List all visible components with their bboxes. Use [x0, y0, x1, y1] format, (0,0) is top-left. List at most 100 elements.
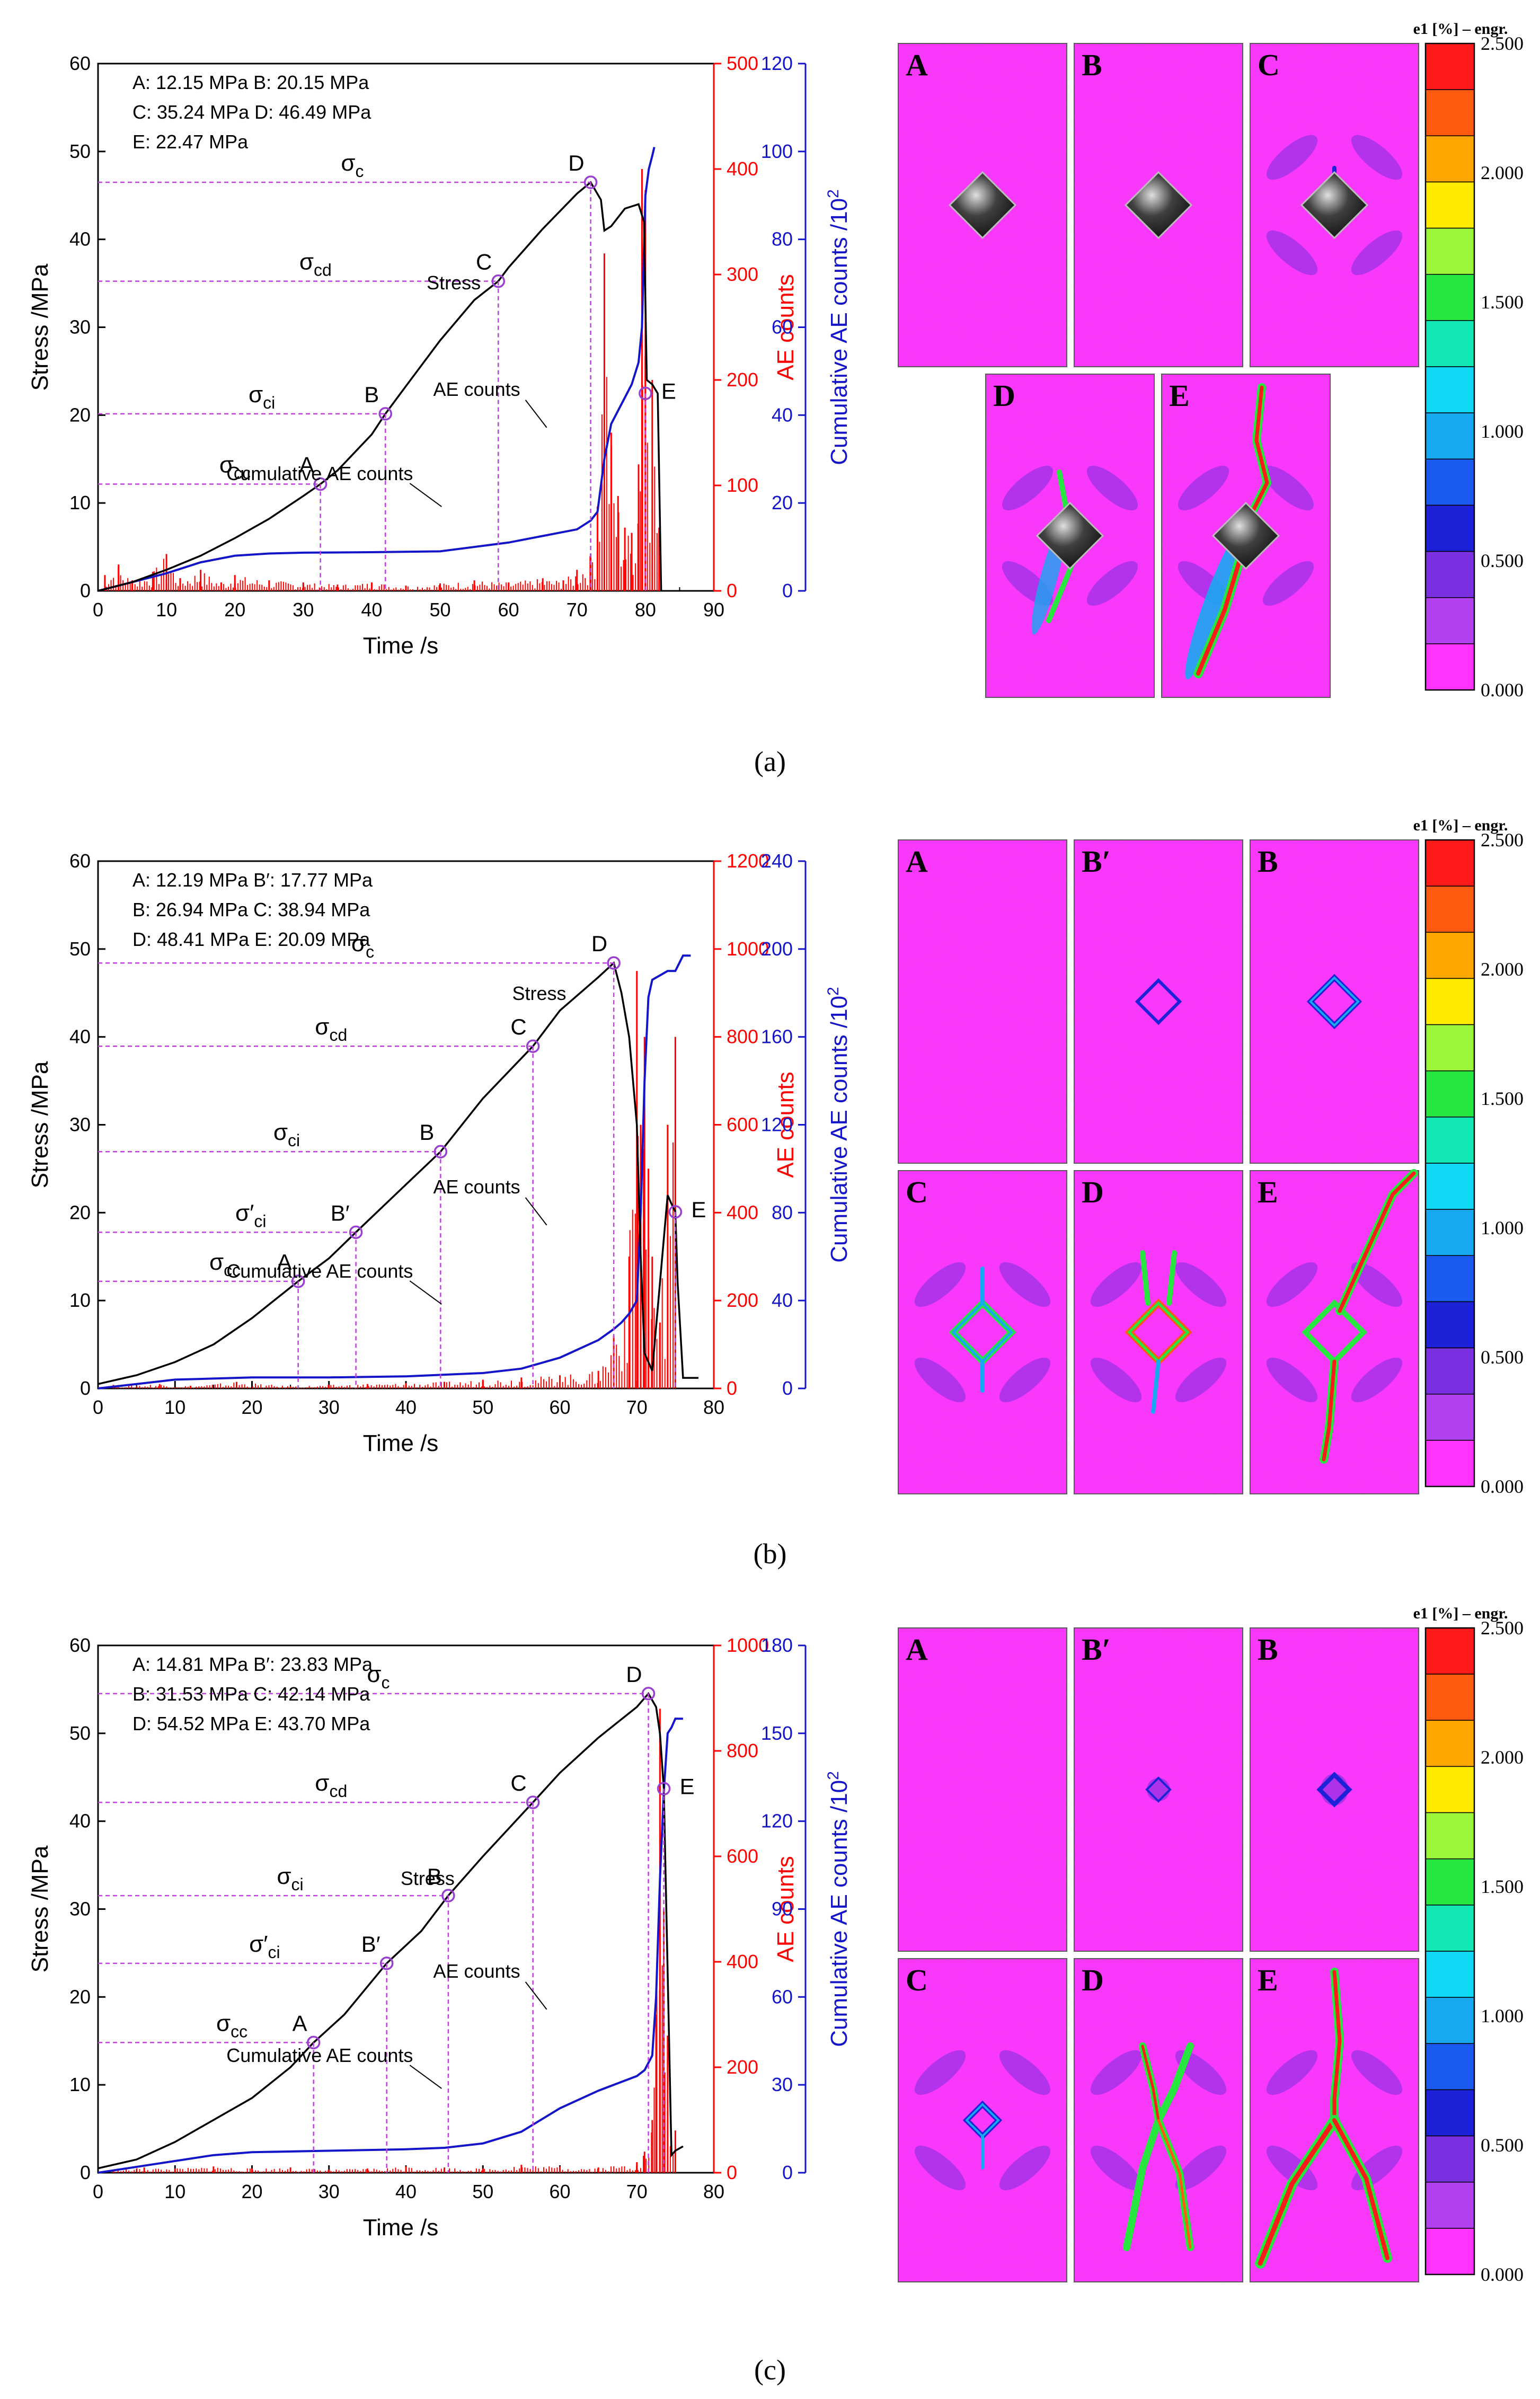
cum-tick-label: 150	[761, 1722, 793, 1744]
ae-axis-label: AE counts	[773, 1856, 799, 1962]
cum-tick-label: 120	[761, 52, 793, 74]
cum-tick-label: 100	[761, 140, 793, 162]
cum-tick-label: 0	[782, 580, 793, 601]
value-legend-line: D: 54.52 MPa E: 43.70 MPa	[132, 1713, 370, 1734]
strain-blob	[1090, 2050, 1142, 2095]
colorbar-swatch	[1425, 2181, 1475, 2229]
colorbar-title: e1 [%] – engr.	[1413, 20, 1508, 38]
strain-image: C	[898, 1958, 1067, 2282]
colorbar-tick-label: 2.500	[1481, 33, 1524, 54]
colorbar-swatch	[1425, 320, 1475, 367]
value-legend-line: C: 35.24 MPa D: 46.49 MPa	[132, 101, 371, 123]
strain-image: B	[1250, 839, 1419, 1164]
hole-icon	[1124, 171, 1193, 240]
point-label: D	[568, 151, 584, 175]
strain-image-label: B	[1258, 844, 1278, 879]
x-tick-label: 70	[626, 1396, 648, 1418]
hole-icon	[1035, 501, 1104, 570]
value-legend-line: E: 22.47 MPa	[132, 131, 249, 153]
ae-tick-label: 300	[727, 263, 758, 285]
colorbar-swatch	[1425, 273, 1475, 321]
point-label: A	[293, 2011, 307, 2035]
strain-image: B′	[1074, 839, 1243, 1164]
ae-tick-label: 200	[727, 1289, 758, 1311]
y-axis-label: Stress /MPa	[27, 263, 53, 391]
y-tick-label: 20	[69, 1986, 91, 2007]
strain-image: A	[898, 1627, 1067, 1952]
cum-annotation-leader	[409, 2065, 442, 2089]
strain-diamond	[1309, 976, 1360, 1027]
sigma-label: σcc	[209, 1249, 241, 1280]
strain-blob	[1262, 465, 1314, 511]
sigma-label: σ′ci	[235, 1200, 267, 1231]
ae-tick-label: 600	[727, 1114, 758, 1136]
strain-image: E	[1161, 374, 1331, 698]
cum-tick-label: 40	[772, 1289, 793, 1311]
x-tick-label: 30	[318, 1396, 340, 1418]
x-tick-label: 0	[93, 1396, 103, 1418]
colorbar-swatch	[1425, 2043, 1475, 2091]
colorbar-swatch	[1425, 366, 1475, 413]
colorbar-swatch	[1425, 643, 1475, 691]
cum-annotation-leader	[409, 483, 442, 507]
sigma-label: σc	[367, 1661, 390, 1692]
point-marker	[306, 2035, 321, 2050]
colorbar-tick-label: 1.000	[1481, 2005, 1524, 2026]
y-axis-label: Stress /MPa	[27, 1845, 53, 1972]
point-label: D	[626, 1662, 642, 1687]
point-label: C	[510, 1771, 526, 1795]
y-tick-label: 60	[69, 52, 91, 74]
x-axis-label: Time /s	[363, 633, 439, 659]
y-tick-label: 50	[69, 938, 91, 960]
strain-blob	[1175, 1262, 1227, 1307]
stress-annotation: Stress	[427, 272, 481, 294]
cum-annotation: Cumulative AE counts	[226, 1260, 413, 1282]
strain-blob	[914, 1357, 966, 1403]
point-label: B	[427, 1864, 442, 1889]
strain-image-label: E	[1169, 378, 1190, 413]
colorbar: e1 [%] – engr.2.500 2.000 1.500 1.000 0.500 0…	[1413, 1605, 1524, 2285]
y-tick-label: 10	[69, 492, 91, 514]
hole-icon	[948, 171, 1017, 240]
strain-blob	[1090, 1357, 1142, 1403]
strain-crack	[1166, 1250, 1177, 1306]
x-tick-label: 50	[430, 599, 451, 621]
x-tick-label: 60	[549, 2181, 570, 2202]
strain-image-label: A	[906, 48, 928, 82]
colorbar-swatch	[1425, 89, 1475, 137]
ae-tick-label: 1200	[727, 850, 769, 872]
ae-counts-series	[104, 169, 660, 591]
colorbar-swatch	[1425, 551, 1475, 598]
colorbar-swatch	[1425, 1627, 1475, 1675]
cumulative-ae-line	[98, 954, 691, 1389]
strain-blob	[1178, 465, 1229, 511]
ae-annotation: AE counts	[433, 378, 520, 400]
cum-tick-label: 20	[772, 492, 793, 514]
strain-blob	[1262, 561, 1314, 606]
strain-image: B	[1250, 1627, 1419, 1952]
colorbar-tick-label: 2.500	[1481, 829, 1524, 851]
stress-annotation: Stress	[512, 982, 567, 1004]
x-tick-label: 0	[93, 2181, 103, 2202]
cum-tick-label: 30	[772, 2074, 793, 2095]
strain-image: E	[1250, 1169, 1419, 1494]
colorbar-swatch	[1425, 839, 1475, 887]
point-marker	[657, 1782, 671, 1796]
point-marker	[433, 1145, 448, 1158]
colorbar: e1 [%] – engr.2.500 2.000 1.500 1.000 0.500 0…	[1413, 817, 1524, 1497]
colorbar-swatch	[1425, 1301, 1475, 1349]
colorbar-swatch	[1425, 1812, 1475, 1860]
sigma-label: σci	[273, 1119, 300, 1150]
strain-crack	[1322, 1359, 1337, 1462]
point-marker	[607, 956, 621, 970]
strain-blob	[1266, 2145, 1318, 2191]
strain-crack	[1123, 2117, 1162, 2251]
x-tick-label: 20	[241, 1396, 262, 1418]
colorbar-swatch	[1425, 1858, 1475, 1906]
colorbar-tick-label: 2.500	[1481, 1617, 1524, 1639]
colorbar-swatch	[1425, 412, 1475, 460]
point-marker	[526, 1039, 540, 1053]
strain-blob	[1090, 1262, 1142, 1307]
ae-tick-label: 200	[727, 2056, 758, 2078]
colorbar-swatch	[1425, 1997, 1475, 2044]
